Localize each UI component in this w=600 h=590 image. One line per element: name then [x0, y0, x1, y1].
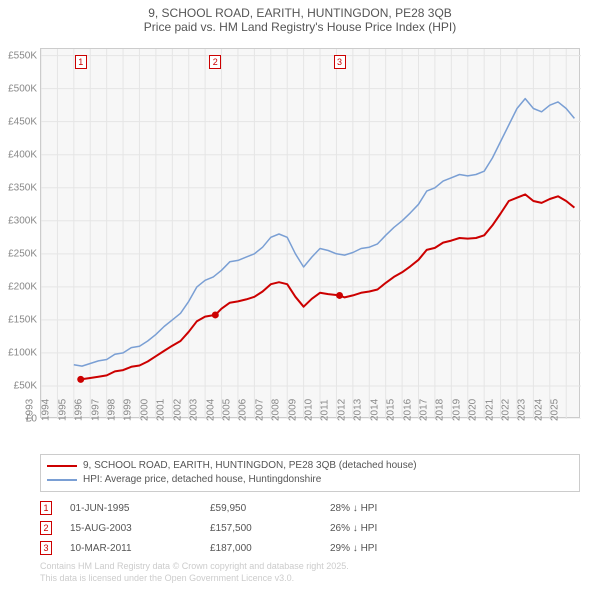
legend-row: HPI: Average price, detached house, Hunt… — [47, 473, 573, 487]
series-hpi — [74, 99, 575, 367]
sale-marker-badge: 1 — [75, 55, 87, 69]
y-axis-tick: £350K — [8, 182, 37, 193]
x-axis-tick: 2014 — [369, 399, 380, 421]
x-axis-tick: 2013 — [353, 399, 364, 421]
x-axis-tick: 2008 — [271, 399, 282, 421]
x-axis-tick: 1993 — [25, 399, 36, 421]
x-axis-tick: 2010 — [304, 399, 315, 421]
sale-delta: 29% ↓ HPI — [330, 543, 580, 554]
x-axis-tick: 2012 — [336, 399, 347, 421]
y-axis-tick: £500K — [8, 83, 37, 94]
sale-date: 10-MAR-2011 — [70, 543, 210, 554]
sale-row-badge: 1 — [40, 501, 52, 515]
x-axis-tick: 2019 — [451, 399, 462, 421]
x-axis-tick: 2006 — [238, 399, 249, 421]
y-axis-tick: £300K — [8, 215, 37, 226]
y-axis-tick: £450K — [8, 116, 37, 127]
y-axis-tick: £200K — [8, 281, 37, 292]
x-axis-tick: 2009 — [287, 399, 298, 421]
sale-price: £187,000 — [210, 543, 330, 554]
y-axis-tick: £250K — [8, 248, 37, 259]
x-axis-tick: 2024 — [533, 399, 544, 421]
title-line-1: 9, SCHOOL ROAD, EARITH, HUNTINGDON, PE28… — [0, 6, 600, 20]
x-axis-tick: 2000 — [139, 399, 150, 421]
sale-marker-badge: 2 — [209, 55, 221, 69]
chart-title: 9, SCHOOL ROAD, EARITH, HUNTINGDON, PE28… — [0, 0, 600, 38]
x-axis-tick: 2002 — [172, 399, 183, 421]
y-axis-tick: £100K — [8, 347, 37, 358]
y-axis-tick: £550K — [8, 50, 37, 61]
x-axis-tick: 2003 — [189, 399, 200, 421]
x-axis-tick: 1994 — [41, 399, 52, 421]
sale-price: £157,500 — [210, 523, 330, 534]
x-axis-tick: 2018 — [435, 399, 446, 421]
x-axis-tick: 2007 — [254, 399, 265, 421]
sale-marker-dot — [77, 376, 84, 383]
sale-marker-dot — [336, 292, 343, 299]
sale-row: 1 01-JUN-1995£59,95028% ↓ HPI — [40, 498, 580, 518]
x-axis-tick: 1999 — [123, 399, 134, 421]
sale-row-badge: 2 — [40, 521, 52, 535]
legend-swatch — [47, 465, 77, 467]
title-line-2: Price paid vs. HM Land Registry's House … — [0, 20, 600, 34]
legend-row: 9, SCHOOL ROAD, EARITH, HUNTINGDON, PE28… — [47, 459, 573, 473]
legend-label: HPI: Average price, detached house, Hunt… — [83, 473, 321, 487]
sale-date: 01-JUN-1995 — [70, 503, 210, 514]
x-axis-tick: 2022 — [500, 399, 511, 421]
x-axis-tick: 2015 — [386, 399, 397, 421]
x-axis-tick: 2016 — [402, 399, 413, 421]
footer-line-1: Contains HM Land Registry data © Crown c… — [40, 560, 580, 572]
x-axis-tick: 2004 — [205, 399, 216, 421]
sale-marker-dot — [212, 311, 219, 318]
sale-date: 15-AUG-2003 — [70, 523, 210, 534]
footer-line-2: This data is licensed under the Open Gov… — [40, 572, 580, 584]
y-axis-tick: £50K — [14, 380, 37, 391]
x-axis-tick: 2017 — [418, 399, 429, 421]
x-axis-tick: 1995 — [57, 399, 68, 421]
legend-swatch — [47, 479, 77, 481]
x-axis-tick: 2021 — [484, 399, 495, 421]
x-axis-tick: 1997 — [90, 399, 101, 421]
sale-row-badge: 3 — [40, 541, 52, 555]
sale-marker-badge: 3 — [334, 55, 346, 69]
x-axis-tick: 2011 — [320, 399, 331, 421]
legend-box: 9, SCHOOL ROAD, EARITH, HUNTINGDON, PE28… — [40, 454, 580, 492]
sale-row: 3 10-MAR-2011£187,00029% ↓ HPI — [40, 538, 580, 558]
sales-table: 1 01-JUN-1995£59,95028% ↓ HPI 2 15-AUG-2003… — [40, 498, 580, 558]
sale-delta: 26% ↓ HPI — [330, 523, 580, 534]
chart-svg — [41, 49, 581, 419]
x-axis-tick: 1996 — [74, 399, 85, 421]
footer-attribution: Contains HM Land Registry data © Crown c… — [40, 560, 580, 584]
sale-row: 2 15-AUG-2003£157,50026% ↓ HPI — [40, 518, 580, 538]
x-axis-tick: 2001 — [156, 399, 167, 421]
x-axis-tick: 2005 — [221, 399, 232, 421]
legend-label: 9, SCHOOL ROAD, EARITH, HUNTINGDON, PE28… — [83, 459, 417, 473]
sale-price: £59,950 — [210, 503, 330, 514]
x-axis-tick: 1998 — [107, 399, 118, 421]
y-axis-tick: £150K — [8, 314, 37, 325]
y-axis-tick: £400K — [8, 149, 37, 160]
chart-plot-area: £0£50K£100K£150K£200K£250K£300K£350K£400… — [40, 48, 580, 418]
x-axis-tick: 2025 — [550, 399, 561, 421]
x-axis-tick: 2020 — [468, 399, 479, 421]
x-axis-tick: 2023 — [517, 399, 528, 421]
sale-delta: 28% ↓ HPI — [330, 503, 580, 514]
